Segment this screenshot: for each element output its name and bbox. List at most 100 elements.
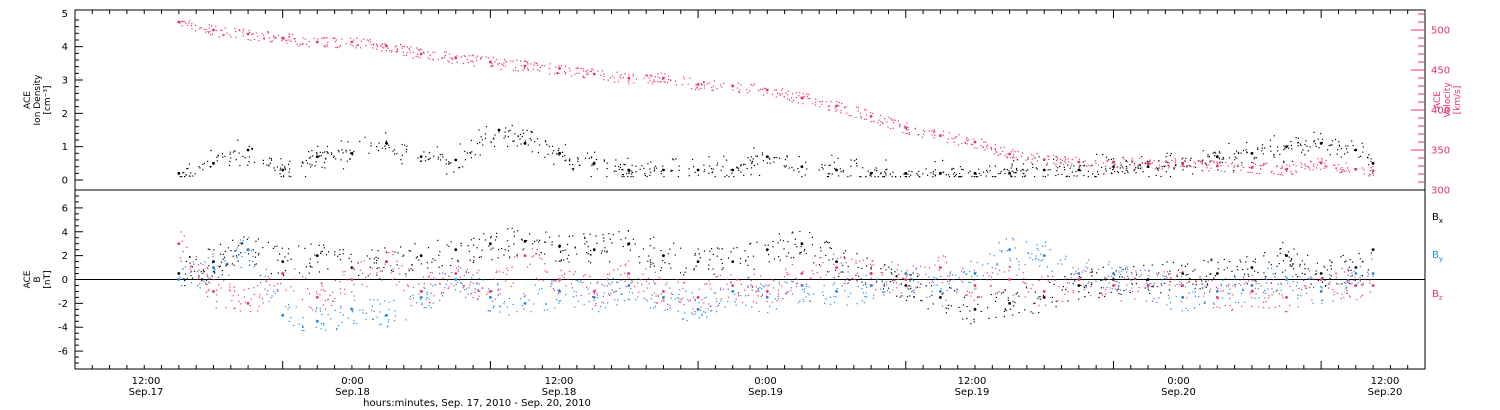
b-Bz-sample [869,263,872,265]
density-sample [282,169,284,171]
b-Bz-sample [624,272,626,274]
b-Bx-sample [909,295,911,297]
density-sample [714,176,716,178]
density-sample [593,164,595,166]
b-Bx-sample [246,238,249,240]
velocity-sample [539,70,541,72]
velocity-sample [618,81,620,83]
b-By-sample [669,304,671,307]
b-By-sample [1139,269,1141,271]
b-Bx-sample [339,249,341,251]
velocity-sample [502,64,505,66]
velocity-sample [700,83,702,85]
b-Bz-sample [709,283,711,285]
b-Bx-sample [740,257,742,260]
time-tick-label: 0:00 [754,376,776,387]
b-Bx-sample [507,228,509,230]
density-sample [1078,166,1080,168]
density-sample [704,169,706,171]
b-By-sample [1009,259,1012,262]
b-By-sample [844,290,846,292]
b-By-sample [558,300,560,302]
b-Bx-sample [799,253,801,255]
b-Bx-sample [1096,272,1098,274]
b-Bx-sample [1080,276,1082,279]
b-Bz-sample [1157,286,1159,288]
b-Bz-sample [716,300,718,303]
velocity-sample [224,27,226,29]
b-Bx-sample [772,240,774,243]
b-Bx-sample [1315,273,1318,275]
b-Bx-sample [962,304,965,306]
density-sample [1139,167,1141,169]
velocity-sample [479,58,482,60]
b-Bz-sample [957,289,959,291]
b-Bx-sample [920,299,922,302]
b-Bx-sample [1328,283,1330,285]
b-Bx-sample [624,237,627,239]
density-sample [606,162,608,164]
velocity-sample [836,104,838,106]
b-By-sample [617,299,619,301]
b-By-sample [412,286,415,289]
density-sample [916,172,918,175]
velocity-sample [179,22,182,24]
b-Bx-sample [574,246,576,248]
density-sample [330,152,333,154]
b-By-sample [750,279,752,282]
b-By-sample [312,309,314,311]
density-sample [730,169,732,171]
b-Bz-sample [657,294,659,296]
density-sample [1340,156,1342,158]
b-Bx-sample [647,260,649,262]
b-By-sample [804,288,806,290]
b-By-sample [1321,302,1323,304]
b-Bx-sample [1100,279,1102,281]
b-Bx-sample [584,237,586,240]
b-By-sample [196,271,198,273]
velocity-sample [791,101,793,103]
density-sample [459,143,461,145]
density-sample [1222,158,1225,160]
velocity-sample [653,79,655,81]
velocity-sample [843,106,846,108]
b-By-sample [603,292,605,294]
velocity-sample [373,43,375,45]
velocity-sample [1112,162,1114,164]
b-Bz-sample [1243,283,1246,285]
velocity-sample [405,54,408,56]
b-Bx-sample [1279,248,1281,250]
b-Bz-sample [1211,279,1213,282]
b-By-sample [1148,275,1150,277]
b-Bz-sample [396,260,398,262]
density-sample [1269,139,1272,141]
b-By-sample [394,315,396,317]
b-Bz-sample [343,274,345,276]
b-Bx-sample [1301,272,1303,274]
b-By-sample [1006,250,1008,252]
b-Bz-sample [709,305,711,308]
density-sample [867,170,869,172]
velocity-sample [381,50,383,52]
velocity-sample [758,89,760,92]
density-sample [834,167,836,170]
b-Bx-sample [1078,291,1080,293]
velocity-sample [490,65,492,68]
b-Bz-sample [433,295,435,297]
velocity-sample [184,21,186,23]
b-Bz-sample [1359,281,1361,283]
velocity-sample [1106,159,1108,162]
b-Bz-sample [857,285,859,288]
density-sample [381,147,384,149]
b-Bz-sample [320,289,322,291]
b-Bz-point [177,242,181,246]
b-By-sample [574,306,576,308]
velocity-sample [396,48,398,50]
b-Bx-sample [1307,268,1309,270]
b-Bx-sample [213,249,215,251]
velocity-sample [1141,167,1143,169]
b-By-point [662,296,665,299]
density-sample [703,164,705,166]
b-By-sample [679,289,681,291]
b-Bz-point [938,266,942,269]
